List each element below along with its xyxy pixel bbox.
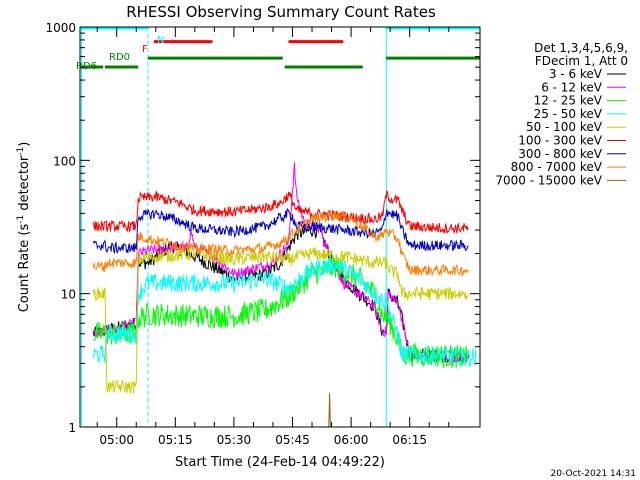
legend-label: 25 - 50 keV xyxy=(534,107,603,121)
x-tick-label: 05:45 xyxy=(275,433,310,447)
plot-frame xyxy=(79,26,481,428)
legend-label: 6 - 12 keV xyxy=(541,80,603,94)
legend-label: 7000 - 15000 keV xyxy=(495,173,602,187)
series-line-50-100-keV xyxy=(92,247,469,394)
x-tick-label: 06:15 xyxy=(392,433,427,447)
series-line-7000-15000-keV xyxy=(328,392,331,428)
flag-labels: N F RD0 RD6 xyxy=(76,35,164,72)
y-tick-label: 100 xyxy=(53,154,76,168)
legend-label: 3 - 6 keV xyxy=(549,67,603,81)
x-axis: 05:00 05:15 05:30 05:45 06:00 06:15 xyxy=(96,27,450,447)
legend-header-2: FDecim 1, Att 0 xyxy=(535,54,628,68)
y-tick-label: 1 xyxy=(68,421,76,435)
x-axis-label: Start Time (24-Feb-14 04:49:22) xyxy=(175,455,385,470)
legend-label: 800 - 7000 keV xyxy=(511,160,603,174)
flag-label-night: N xyxy=(157,35,164,46)
legend-label: 100 - 300 keV xyxy=(518,134,602,148)
legend-label: 300 - 800 keV xyxy=(518,147,602,161)
chart-title: RHESSI Observing Summary Count Rates xyxy=(126,3,436,21)
legend-label: 12 - 25 keV xyxy=(534,94,603,108)
legend-header-1: Det 1,3,4,5,6,9, xyxy=(534,41,628,55)
series-line-100-300-keV xyxy=(92,190,469,234)
series-line-25-50-keV xyxy=(92,255,477,369)
x-tick-label: 06:00 xyxy=(334,433,369,447)
series-line-300-800-keV xyxy=(92,207,469,255)
x-tick-label: 05:15 xyxy=(158,433,193,447)
footer-date: 20-Oct-2021 14:31 xyxy=(551,469,636,479)
y-tick-label: 1000 xyxy=(45,21,76,35)
y-axis-label: Count Rate (s-1 detector-1) xyxy=(16,142,32,313)
x-tick-label: 05:30 xyxy=(217,433,252,447)
flag-label-rd6: RD6 xyxy=(76,61,97,72)
plot-area xyxy=(80,26,481,428)
y-axis: 1 10 100 1000 xyxy=(45,21,480,435)
x-tick-label: 05:00 xyxy=(99,433,134,447)
series-line-800-7000-keV xyxy=(92,210,469,277)
series-line-12-25-keV xyxy=(93,255,469,369)
legend: Det 1,3,4,5,6,9, FDecim 1, Att 0 3 - 6 k… xyxy=(495,41,628,187)
y-tick-label: 10 xyxy=(61,288,76,302)
flag-label-rd0: RD0 xyxy=(109,52,130,63)
flag-label-flare: F xyxy=(142,44,148,55)
legend-label: 50 - 100 keV xyxy=(526,120,603,134)
